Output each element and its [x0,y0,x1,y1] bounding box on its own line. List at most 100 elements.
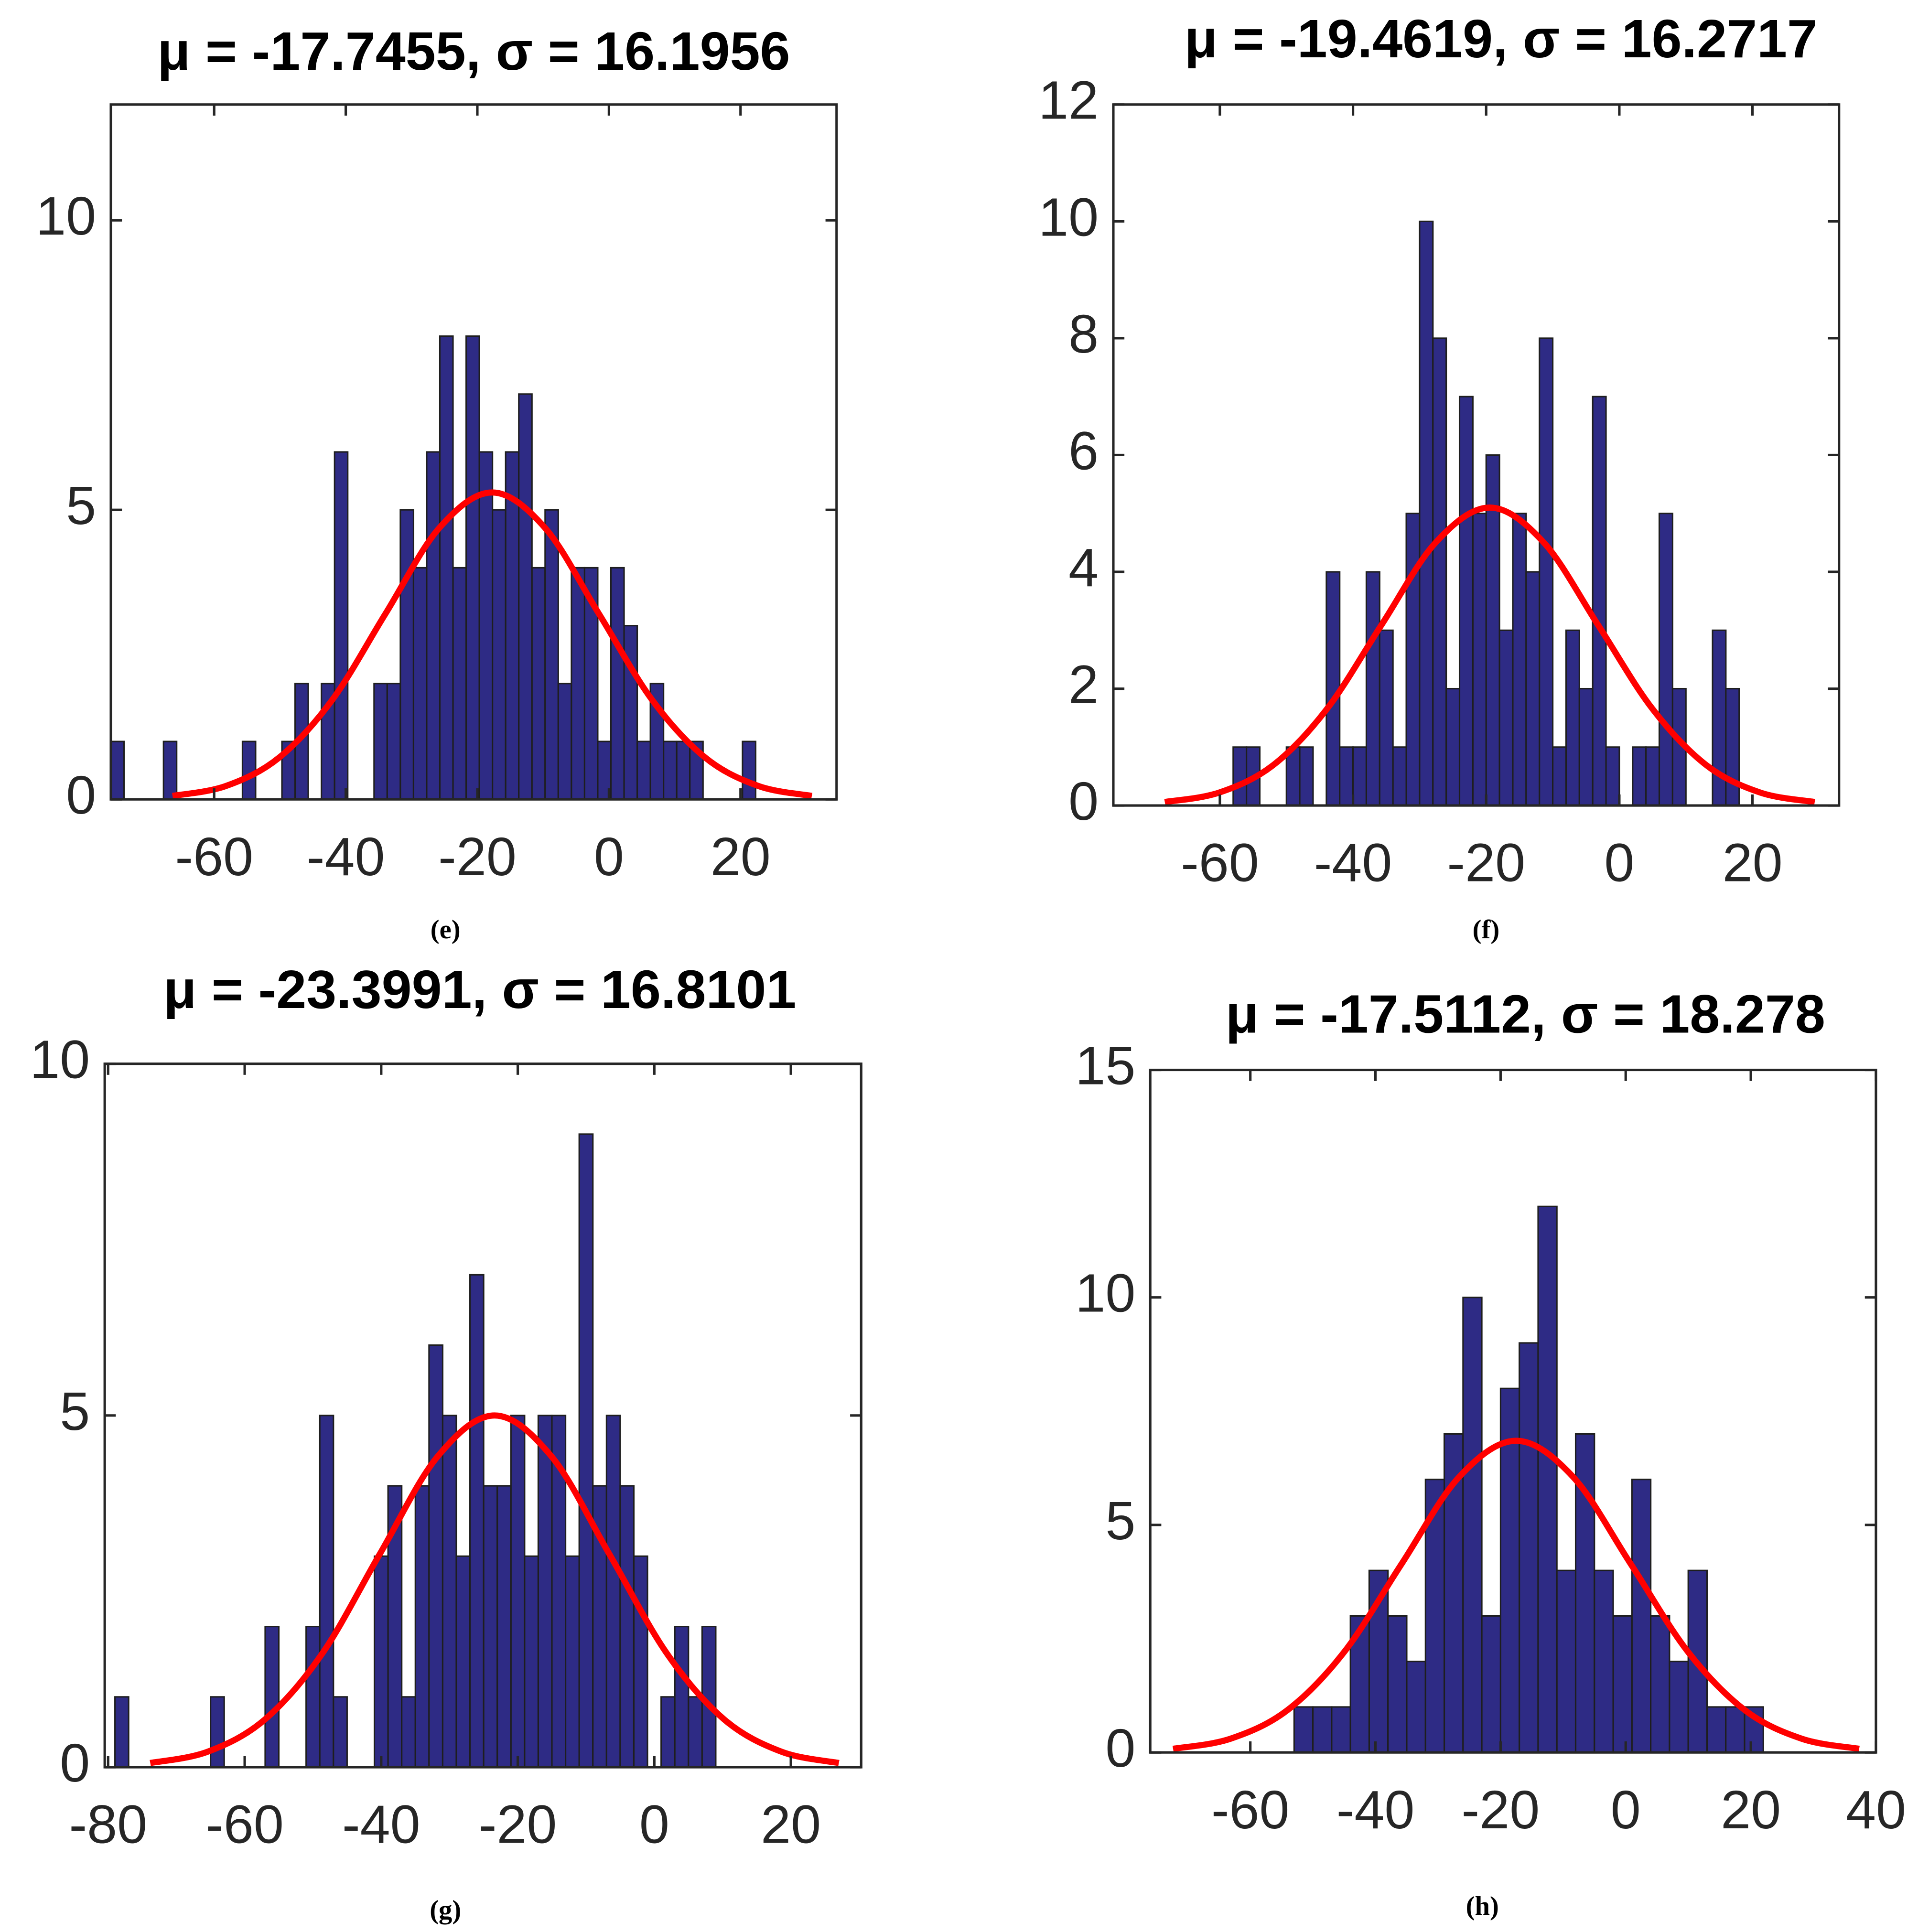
bar [401,1696,416,1768]
x-tick-label: 40 [1846,1780,1906,1840]
y-tick-label: 10 [36,186,96,247]
bar [110,741,125,800]
bar [1312,1706,1333,1753]
x-tick-label: 0 [639,1794,669,1855]
bar [373,1555,389,1768]
bar [1725,687,1740,806]
x-tick-label: 20 [711,826,771,887]
bar [1392,746,1407,806]
bar [162,741,178,800]
bar [1645,746,1660,806]
bar [578,1133,594,1768]
bar [241,741,257,800]
bar [518,393,533,800]
bar [1592,396,1607,806]
x-tick-label: -40 [1336,1780,1415,1840]
x-tick-label: -20 [1462,1780,1540,1840]
fit-curve [1172,1438,1860,1752]
y-tick-label: 0 [60,1733,90,1793]
bar [676,741,691,800]
x-tick-label: -60 [1211,1780,1290,1840]
bar [442,1415,457,1768]
bar [551,1415,567,1768]
bar [510,1415,526,1768]
fit-curve [1164,504,1815,805]
x-tick-label: -40 [1314,833,1392,893]
chart-title: μ = -19.4619, σ = 16.2717 [1185,9,1817,69]
bar [1631,1479,1652,1753]
y-tick-label: 12 [1038,70,1099,131]
bar [414,1485,430,1768]
bar [1299,746,1314,806]
bar [571,567,585,800]
bar [1612,1615,1633,1753]
y-tick-label: 2 [1068,654,1099,715]
bar [1462,1297,1483,1753]
bar [1650,1615,1670,1753]
fit-curve [172,489,813,799]
caption: (f) [1473,915,1500,945]
chart-title: μ = -23.3991, σ = 16.8101 [163,959,796,1020]
bar [1485,454,1500,806]
chart-title: μ = -17.5112, σ = 18.278 [1226,984,1825,1044]
bar [305,1626,321,1768]
bar [1419,220,1434,806]
x-tick-label: 0 [1604,833,1634,893]
x-tick-label: 20 [1721,1780,1781,1840]
bar [619,1485,635,1768]
bar [483,1485,498,1768]
bar [674,1626,690,1768]
bar [1519,1342,1539,1753]
x-tick-label: 0 [594,826,624,887]
bar [742,741,756,800]
caption: (e) [431,915,461,945]
x-tick-label: -60 [205,1794,284,1855]
x-tick-label: -20 [479,1794,557,1855]
bar [1458,396,1474,806]
bar [524,1555,539,1768]
bar [636,741,651,800]
chart-title: μ = -17.7455, σ = 16.1956 [157,21,790,82]
bar [1658,513,1673,806]
x-tick-label: -80 [69,1794,147,1855]
bar [1232,746,1248,806]
bar [210,1696,225,1768]
y-tick-label: 6 [1068,420,1099,481]
y-tick-label: 5 [66,475,96,536]
bar [399,509,414,800]
bar [1379,629,1394,806]
bar [663,741,678,800]
bar [333,1696,348,1768]
bar [1556,1569,1577,1753]
bar [386,683,401,800]
bar [1669,1661,1689,1753]
x-tick-label: -60 [175,826,253,887]
axes-box [1149,1068,1877,1754]
bar [605,1415,621,1768]
bar [1405,513,1421,806]
bar [1365,571,1380,806]
bar [1632,746,1647,806]
bar [1594,1569,1614,1753]
bar [565,1555,580,1768]
x-tick-label: -40 [342,1794,420,1855]
panel: μ = -17.5112, σ = 18.278 (h) 0 5 10 15 -60 -40-… [1075,984,1906,1921]
bar [1525,571,1541,806]
y-tick-label: 10 [1038,187,1099,247]
fit-curve [150,1412,840,1766]
x-tick-label: 0 [1611,1780,1641,1840]
bar [1499,1387,1520,1753]
bar [319,1415,334,1768]
x-tick-label: -40 [307,826,385,887]
bar [1512,513,1527,806]
bar [1539,337,1554,806]
bar [1605,746,1620,806]
x-tick-label: -20 [1447,833,1525,893]
panel: μ = -17.7455, σ = 16.1956 (e) 0 5 10 -60 -40 -2… [36,21,838,945]
bar [492,509,506,800]
bar [469,1274,485,1768]
bar [1725,1706,1746,1753]
x-tick-label: -20 [438,826,517,887]
bar [496,1485,512,1768]
bar [412,567,428,800]
